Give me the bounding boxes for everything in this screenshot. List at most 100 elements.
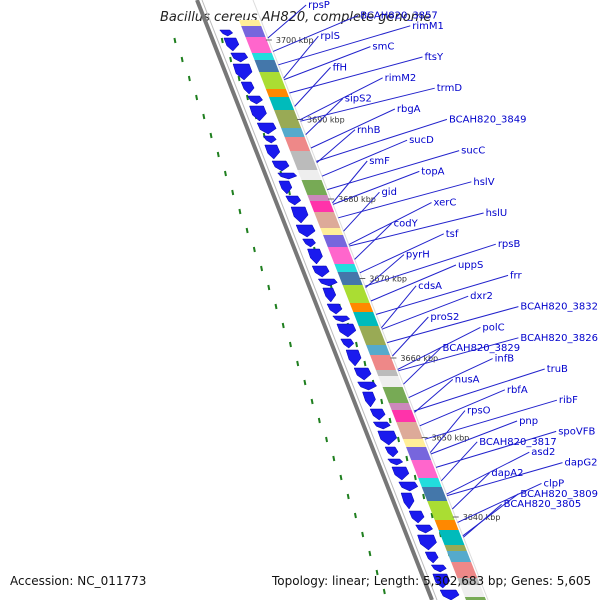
cds-arrow <box>408 510 425 524</box>
track-tick <box>361 531 365 538</box>
track-tick <box>325 436 329 443</box>
feature-block <box>406 447 432 460</box>
feature-block <box>421 487 448 501</box>
leader-line <box>408 358 493 399</box>
leader-line <box>310 108 396 149</box>
gene-label: rplS <box>320 31 340 42</box>
gene-label: rpsP <box>308 0 330 11</box>
track-tick <box>382 588 386 595</box>
leader-line <box>429 410 466 453</box>
leader-line <box>364 243 496 287</box>
feature-block <box>382 387 409 403</box>
track-tick <box>355 341 359 348</box>
feature-block <box>314 212 341 228</box>
cds-arrow <box>219 29 234 37</box>
leader-line <box>398 337 519 372</box>
gene-label: polC <box>482 322 504 333</box>
gene-label: rbfA <box>507 385 528 396</box>
leader-line <box>392 316 429 357</box>
leader-line <box>452 472 490 510</box>
cds-arrow <box>256 122 277 135</box>
feature-block <box>342 285 370 303</box>
leader-line <box>300 87 435 122</box>
scale-label: 3680 kbp <box>338 195 376 204</box>
track-tick <box>223 170 227 177</box>
track-tick <box>339 474 343 481</box>
track-tick <box>187 75 191 82</box>
track-tick <box>216 151 220 158</box>
cds-arrow <box>398 481 419 492</box>
feature-block <box>370 355 396 370</box>
leader-line <box>349 212 484 247</box>
track-tick <box>195 94 199 101</box>
cds-arrow <box>290 206 309 224</box>
feature-block <box>301 180 328 195</box>
track-tick <box>397 436 400 443</box>
leader-line <box>289 56 423 94</box>
leader-line <box>381 285 417 329</box>
cds-arrow <box>285 195 302 206</box>
leader-line <box>272 14 359 52</box>
feature-block <box>334 264 358 272</box>
gene-label: BCAH820_3805 <box>504 499 582 510</box>
cds-arrow <box>357 381 377 391</box>
feature-block <box>378 376 403 387</box>
leader-line <box>332 160 368 204</box>
gene-label: rnhB <box>357 125 381 136</box>
track-tick <box>229 56 233 63</box>
leader-line <box>370 264 457 302</box>
track-tick <box>238 208 242 215</box>
gene-label: uppS <box>458 260 483 271</box>
track-tick <box>267 284 271 291</box>
cds-arrow <box>391 466 410 481</box>
track-tick <box>288 341 292 348</box>
gene-label: dxr2 <box>470 291 493 302</box>
feature-block <box>444 545 467 551</box>
topology-text: Topology: linear; Length: 5,302,683 bp; … <box>272 574 592 588</box>
gene-label: hslU <box>486 208 508 219</box>
feature-block <box>411 460 439 478</box>
feature-block <box>281 128 305 137</box>
leader-line <box>413 368 545 412</box>
cds-arrow <box>432 573 451 589</box>
gene-label: ftsY <box>425 52 444 63</box>
leader-line <box>283 46 371 81</box>
leader-line <box>365 254 405 288</box>
cds-arrow <box>340 338 355 349</box>
cds-arrow <box>362 391 376 408</box>
scale-label: 3690 kbp <box>307 116 345 125</box>
feature-block <box>320 228 344 235</box>
gene-label: ribF <box>559 395 578 406</box>
track-tick <box>245 94 249 101</box>
cds-arrow <box>332 315 351 323</box>
band-edge <box>252 0 489 600</box>
track-tick <box>260 265 264 272</box>
leader-line <box>283 35 319 79</box>
track-tick <box>388 417 392 424</box>
accession-text: Accession: NC_011773 <box>10 574 147 588</box>
leader-line <box>316 129 356 164</box>
gene-label: rimM1 <box>412 21 444 32</box>
track-tick <box>363 360 367 367</box>
leader-line <box>462 493 519 537</box>
gene-label: trmD <box>437 83 463 94</box>
gene-label: rimM2 <box>385 73 417 84</box>
feature-block <box>464 597 487 600</box>
feature-block <box>388 403 412 410</box>
cds-arrow <box>247 95 263 105</box>
track-tick <box>303 379 307 386</box>
gene-label: BCAH820_3826 <box>520 333 598 344</box>
leader-line <box>348 202 432 246</box>
track-tick <box>180 56 184 63</box>
leader-line <box>403 347 441 385</box>
cds-arrow <box>372 421 391 430</box>
feature-block <box>366 345 391 355</box>
gene-label: codY <box>394 218 419 229</box>
leader-line <box>419 389 506 427</box>
feature-block <box>297 170 322 180</box>
track-tick <box>317 417 321 424</box>
feature-block <box>245 37 272 53</box>
feature-block <box>451 562 478 578</box>
cds-arrow <box>223 37 240 52</box>
track-tick <box>296 360 300 367</box>
